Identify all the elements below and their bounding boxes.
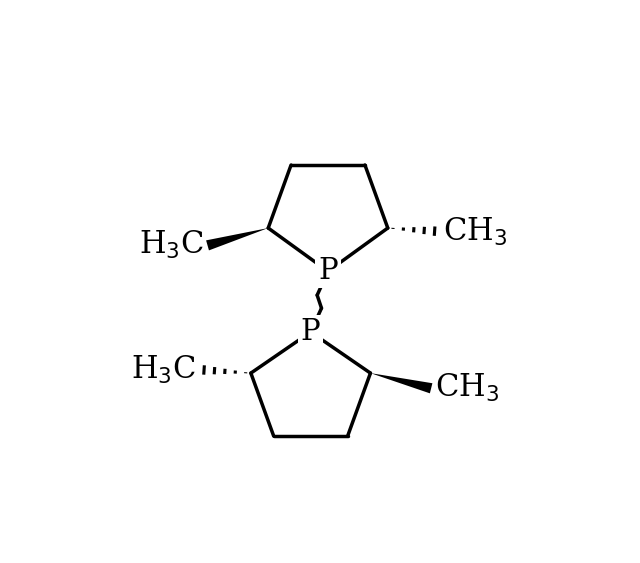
Text: CH$_3$: CH$_3$ [435,372,499,404]
Text: H$_3$C: H$_3$C [131,354,195,386]
Text: CH$_3$: CH$_3$ [444,216,508,248]
Polygon shape [371,373,433,394]
Text: H$_3$C: H$_3$C [139,229,204,261]
Polygon shape [206,228,268,251]
Text: P: P [318,257,338,285]
Text: P: P [301,318,321,346]
